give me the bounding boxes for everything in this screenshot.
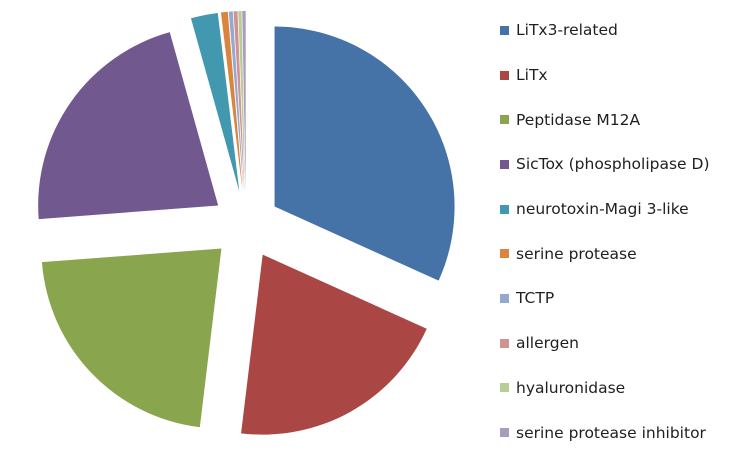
pie-slice-litx: [241, 254, 427, 435]
legend-item-sictox-phospholipase-d: SicTox (phospholipase D): [500, 142, 745, 187]
legend-label: SicTox (phospholipase D): [516, 155, 710, 174]
legend-swatch: [500, 25, 509, 35]
legend-swatch: [500, 249, 509, 259]
legend-swatch: [500, 159, 509, 169]
legend-swatch: [500, 428, 509, 438]
legend-label: Peptidase M12A: [516, 110, 641, 129]
pie-slice-serine-protease: [220, 11, 243, 192]
legend-item-serine-protease-inhibitor: serine protease inhibitor: [500, 410, 745, 450]
legend-item-allergen: allergen: [500, 321, 745, 366]
legend-label: TCTP: [516, 289, 555, 308]
legend-swatch: [500, 383, 509, 393]
legend-swatch: [500, 70, 509, 80]
pie-slice-allergen: [233, 11, 245, 192]
legend-label: allergen: [516, 334, 579, 353]
legend-label: LiTx3-related: [516, 21, 618, 40]
legend-label: serine protease inhibitor: [516, 423, 706, 442]
legend-swatch: [500, 293, 509, 303]
pie-slice-hyaluronidase: [238, 11, 246, 192]
legend-item-neurotoxin-magi-3-like: neurotoxin-Magi 3-like: [500, 187, 745, 232]
legend-label: neurotoxin-Magi 3-like: [516, 200, 689, 219]
legend-label: hyaluronidase: [516, 378, 626, 397]
legend-swatch: [500, 338, 509, 348]
pie-slice-litx3-related: [274, 26, 455, 281]
pie-slice-peptidase-m12a: [41, 248, 222, 428]
legend-item-serine-protease: serine protease: [500, 231, 745, 276]
pie-slice-sictox-phospholipase-d: [38, 32, 219, 220]
legend: LiTx3-related LiTx Peptidase M12A SicTox (p…: [500, 8, 745, 450]
legend-label: LiTx: [516, 66, 548, 85]
legend-item-tctp: TCTP: [500, 276, 745, 321]
pie-plot-area: [38, 11, 455, 435]
legend-swatch: [500, 204, 509, 214]
pie-slice-serine-protease-inhibitor: [242, 11, 246, 192]
legend-label: serine protease: [516, 244, 637, 263]
legend-item-litx: LiTx: [500, 53, 745, 98]
pie-slice-neurotoxin-magi-3-like: [190, 12, 240, 192]
legend-item-peptidase-m12a: Peptidase M12A: [500, 97, 745, 142]
pie-slice-tctp: [228, 11, 244, 192]
legend-item-hyaluronidase: hyaluronidase: [500, 366, 745, 411]
legend-item-litx3-related: LiTx3-related: [500, 8, 745, 53]
legend-swatch: [500, 115, 509, 125]
